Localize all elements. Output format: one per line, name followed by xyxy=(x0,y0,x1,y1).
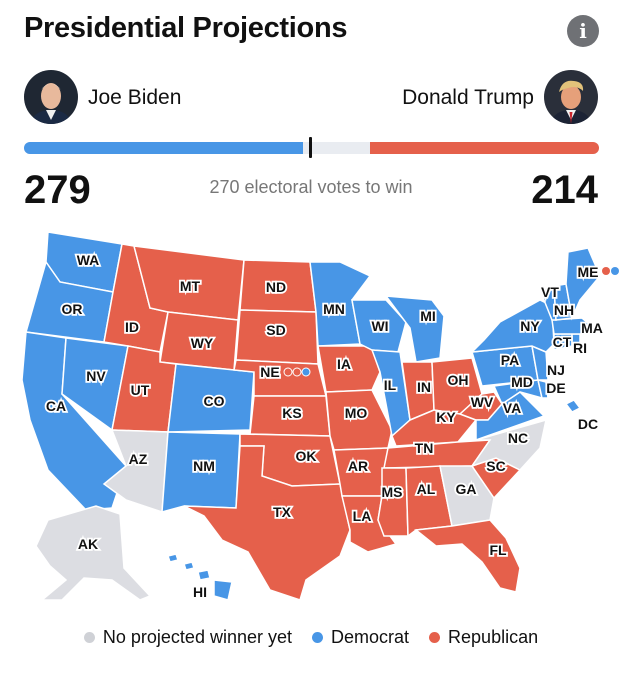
state-label-az: AZ xyxy=(129,451,148,467)
state-mi[interactable] xyxy=(384,295,445,363)
state-label-co: CO xyxy=(204,393,225,409)
state-label-fl: FL xyxy=(489,542,507,558)
state-label-al: AL xyxy=(417,481,436,497)
state-label-md: MD xyxy=(511,374,533,390)
legend-dot-undecided xyxy=(83,632,95,643)
state-label-ak: AK xyxy=(78,536,98,552)
state-label-pa: PA xyxy=(501,352,519,368)
legend-dot-democrat xyxy=(312,632,323,643)
nebraska-district-dots xyxy=(283,367,311,377)
map-legend: No projected winner yet Democrat Republi… xyxy=(0,627,622,648)
state-label-mn: MN xyxy=(323,301,345,317)
state-ga[interactable] xyxy=(439,465,495,527)
state-label-tn: TN xyxy=(415,440,434,456)
state-label-ne: NE xyxy=(260,364,279,380)
state-label-sc: SC xyxy=(486,458,505,474)
page-title: Presidential Projections xyxy=(24,12,348,44)
legend-label-republican: Republican xyxy=(448,627,539,647)
state-label-va: VA xyxy=(503,400,521,416)
state-label-dc: DC xyxy=(578,416,598,432)
votes-to-win-label: 270 electoral votes to win xyxy=(209,177,413,197)
state-label-id: ID xyxy=(125,319,139,335)
democrat-vote-fill xyxy=(24,142,303,154)
state-me[interactable] xyxy=(565,247,601,321)
republican-candidate-name: Donald Trump xyxy=(402,86,534,109)
state-md[interactable] xyxy=(492,379,544,406)
state-label-me: ME xyxy=(578,264,599,280)
state-label-ky: KY xyxy=(436,409,456,425)
state-label-vt: VT xyxy=(541,284,559,300)
state-label-ri: RI xyxy=(573,340,587,356)
legend-item-undecided: No projected winner yet xyxy=(83,627,292,648)
state-label-ny: NY xyxy=(520,318,540,334)
state-label-ms: MS xyxy=(382,484,403,500)
state-tx[interactable] xyxy=(183,445,351,601)
legend-item-republican: Republican xyxy=(429,627,538,648)
biden-avatar xyxy=(24,70,78,124)
democrat-candidate-name: Joe Biden xyxy=(88,86,182,109)
state-de[interactable] xyxy=(537,378,549,399)
state-label-ma: MA xyxy=(581,320,603,336)
state-ma[interactable] xyxy=(551,317,598,335)
state-label-nh: NH xyxy=(554,302,574,318)
state-label-or: OR xyxy=(62,301,83,317)
state-label-ga: GA xyxy=(456,481,477,497)
state-label-ok: OK xyxy=(296,448,317,464)
state-label-tx: TX xyxy=(273,504,292,520)
legend-item-democrat: Democrat xyxy=(312,627,409,648)
state-label-sd: SD xyxy=(266,322,285,338)
state-label-ct: CT xyxy=(553,334,572,350)
state-label-nc: NC xyxy=(508,430,528,446)
state-label-wa: WA xyxy=(77,252,100,268)
trump-avatar xyxy=(544,70,598,124)
state-label-mo: MO xyxy=(345,405,368,421)
legend-dot-republican xyxy=(429,632,441,643)
state-ms[interactable] xyxy=(377,467,409,537)
state-label-in: IN xyxy=(417,379,431,395)
state-nc[interactable] xyxy=(470,418,547,471)
legend-label-democrat: Democrat xyxy=(331,627,410,647)
state-label-mt: MT xyxy=(180,278,201,294)
state-label-wv: WV xyxy=(471,394,494,410)
republican-vote-count: 214 xyxy=(531,168,598,212)
state-ny[interactable] xyxy=(469,299,555,353)
state-label-ar: AR xyxy=(348,458,368,474)
state-label-nj: NJ xyxy=(547,362,565,378)
state-label-hi: HI xyxy=(193,584,207,600)
republican-vote-fill xyxy=(370,142,599,154)
state-label-il: IL xyxy=(384,377,397,393)
threshold-marker xyxy=(309,137,312,158)
state-dc[interactable] xyxy=(564,399,582,413)
info-icon[interactable]: i xyxy=(567,15,599,47)
maine-district-dots xyxy=(602,267,619,275)
state-label-la: LA xyxy=(353,508,372,524)
state-label-nd: ND xyxy=(266,279,286,295)
state-label-wi: WI xyxy=(371,318,388,334)
state-label-wy: WY xyxy=(191,335,214,351)
state-label-nv: NV xyxy=(86,368,106,384)
legend-label-undecided: No projected winner yet xyxy=(102,627,292,647)
state-label-ia: IA xyxy=(337,356,351,372)
state-label-oh: OH xyxy=(448,372,469,388)
state-hi[interactable] xyxy=(167,553,233,601)
state-fl[interactable] xyxy=(414,519,521,593)
state-label-de: DE xyxy=(546,380,565,396)
state-label-ca: CA xyxy=(46,398,66,414)
state-ak[interactable] xyxy=(35,505,152,601)
state-label-ut: UT xyxy=(131,382,150,398)
democrat-vote-count: 279 xyxy=(24,168,91,212)
state-label-mi: MI xyxy=(420,308,436,324)
state-label-ks: KS xyxy=(282,405,301,421)
state-label-nm: NM xyxy=(193,458,215,474)
